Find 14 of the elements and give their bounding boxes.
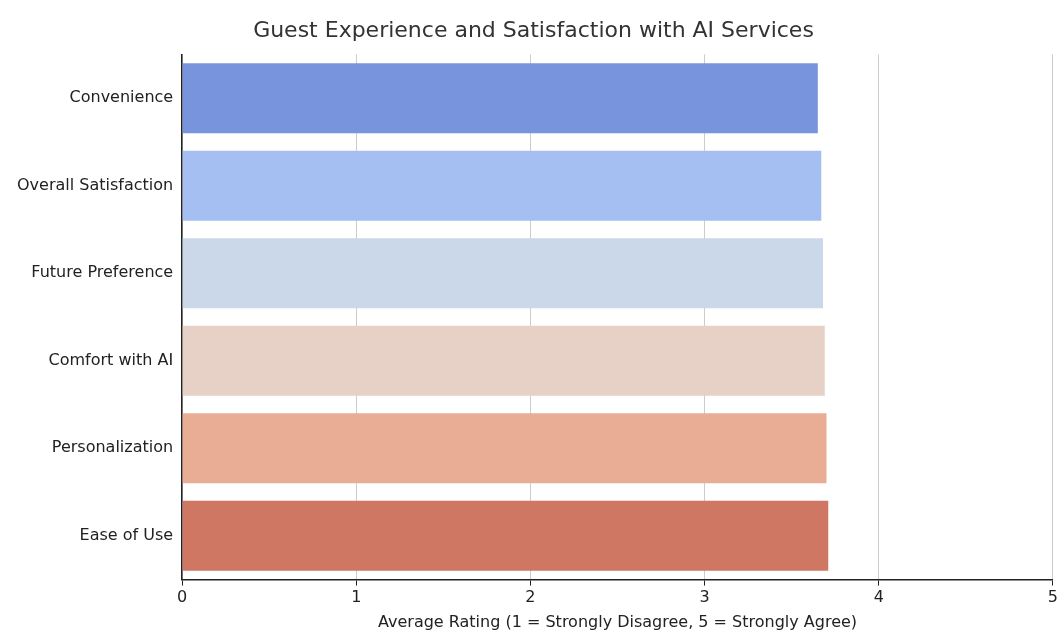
y-tick-label: Ease of Use	[79, 524, 174, 544]
y-tick-label: Personalization	[51, 437, 174, 457]
y-tick-label: Future Preference	[31, 262, 174, 282]
x-tick-label: 2	[525, 587, 536, 607]
x-tick-label: 3	[699, 587, 710, 607]
y-tick-label: Convenience	[69, 87, 174, 107]
x-tick-label: 0	[177, 587, 188, 607]
x-tick-label: 5	[1047, 587, 1058, 607]
x-tick-label: 4	[873, 587, 884, 607]
x-tick-label: 1	[351, 587, 362, 607]
x-axis-title: Average Rating (1 = Strongly Disagree, 5 = Strongly Agree)	[377, 611, 858, 631]
y-tick-label: Comfort with AI	[48, 349, 174, 369]
y-tick-label: Overall Satisfaction	[16, 174, 174, 194]
chart-title: Guest Experience and Satisfaction with AI Services	[253, 16, 814, 42]
